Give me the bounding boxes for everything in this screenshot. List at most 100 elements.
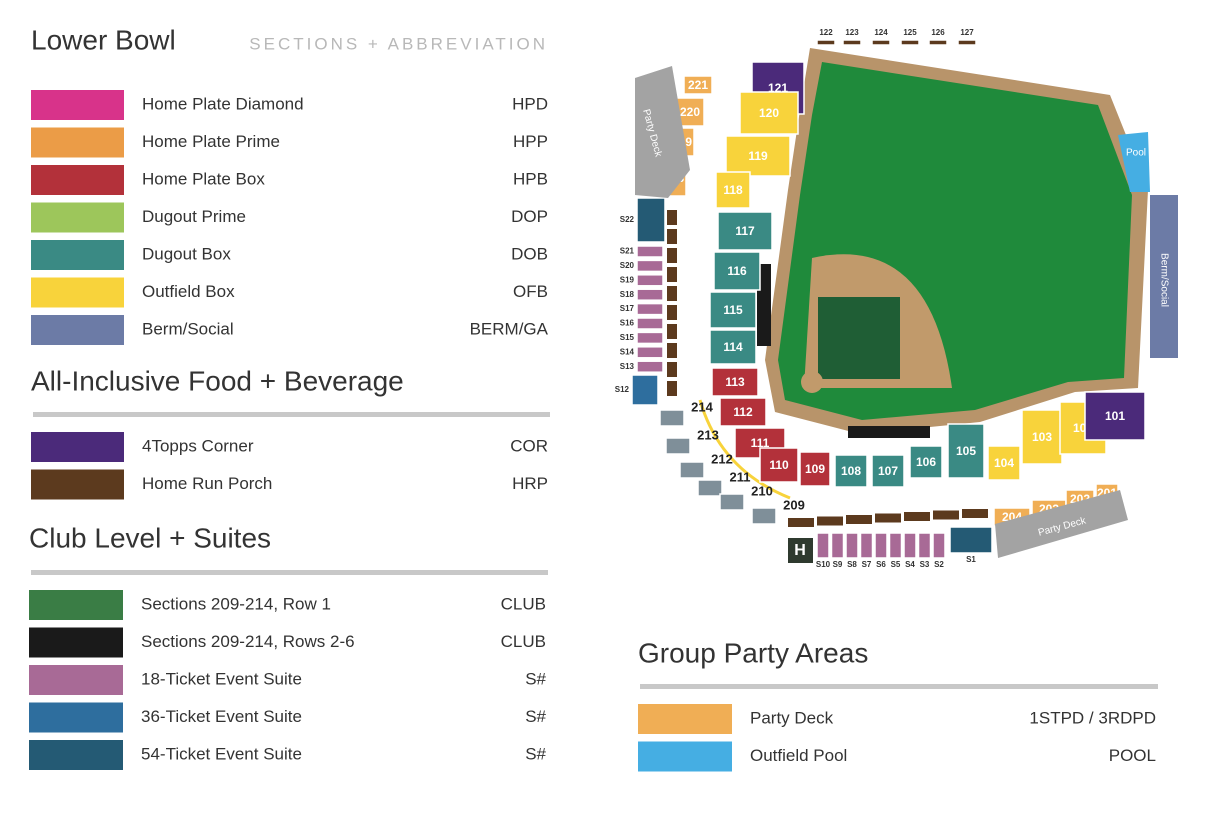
field [698, 48, 1148, 500]
swatch [31, 469, 124, 500]
item-label: 4Topps Corner [142, 436, 254, 455]
section-label: S18 [620, 290, 635, 299]
swatch [31, 127, 124, 158]
section [719, 493, 745, 511]
section-label: 110 [769, 458, 789, 472]
item-abbr: BERM/GA [470, 319, 549, 338]
item-label: Outfield Pool [750, 746, 847, 765]
section [932, 532, 946, 559]
section [709, 329, 757, 365]
section [636, 259, 664, 273]
section [1021, 409, 1063, 465]
section [874, 532, 888, 559]
section-label: S16 [620, 319, 635, 328]
swatch [31, 202, 124, 233]
section [636, 245, 664, 258]
section [739, 91, 799, 135]
area [635, 66, 690, 198]
section [871, 39, 891, 46]
porch [962, 509, 988, 518]
section-label: 109 [805, 462, 825, 476]
swatch [31, 277, 124, 308]
section [711, 367, 759, 397]
swatch [638, 704, 732, 734]
section [816, 39, 836, 46]
section-label: 105 [956, 444, 976, 458]
home-plate [801, 371, 823, 393]
item-label: 36-Ticket Event Suite [141, 707, 302, 726]
section [888, 532, 903, 559]
item-label: Berm/Social [142, 319, 234, 338]
item-label: Home Plate Prime [142, 132, 280, 151]
swatch [31, 315, 124, 345]
section-label: 220 [680, 105, 700, 119]
swatch [29, 627, 123, 658]
section-label: 122 [819, 28, 833, 37]
section-label: 108 [841, 464, 861, 478]
section-label: 118 [723, 183, 743, 197]
item-label: 18-Ticket Event Suite [141, 669, 302, 688]
item-label: Dugout Box [142, 244, 231, 263]
swatch [29, 740, 123, 770]
item-abbr: DOB [511, 244, 548, 263]
item-abbr: POOL [1109, 746, 1156, 765]
section-label: 221 [688, 78, 708, 92]
rule [33, 412, 550, 417]
swatch [29, 590, 123, 620]
group-subtitle: SECTIONS + ABBREVIATION [249, 34, 548, 53]
section [751, 507, 777, 525]
swatch [29, 702, 123, 733]
section-label: S4 [905, 560, 915, 569]
section-label: S13 [620, 362, 635, 371]
item-label: 54-Ticket Event Suite [141, 744, 302, 763]
section [636, 197, 666, 243]
section-label: 104 [994, 456, 1014, 470]
item-label: Party Deck [750, 708, 834, 727]
section-label: 212 [711, 451, 733, 466]
club-rail [698, 399, 791, 500]
area [1118, 132, 1150, 192]
section-label: S6 [876, 560, 886, 569]
porch [667, 229, 677, 244]
section [845, 532, 859, 559]
porch [667, 248, 677, 263]
porch [667, 324, 677, 339]
porch [667, 210, 677, 225]
section-label: S3 [920, 560, 930, 569]
section-label: S22 [620, 215, 635, 224]
swatch [31, 432, 124, 462]
section [719, 397, 767, 427]
section [636, 360, 664, 373]
area [788, 538, 813, 563]
section-label: S9 [833, 560, 843, 569]
section [665, 437, 691, 455]
porch [846, 515, 872, 524]
section [859, 532, 874, 559]
section [636, 317, 664, 330]
item-label: Sections 209-214, Row 1 [141, 594, 331, 613]
section [917, 532, 932, 559]
group-title: Club Level + Suites [29, 522, 271, 553]
section [949, 526, 993, 554]
item-abbr: S# [525, 669, 546, 688]
item-abbr: HRP [512, 474, 548, 493]
item-label: Sections 209-214, Rows 2-6 [141, 632, 355, 651]
section-label: 120 [759, 106, 779, 120]
section-label: 106 [916, 455, 936, 469]
group-title: Group Party Areas [638, 637, 868, 668]
area [995, 490, 1128, 558]
section [909, 445, 943, 479]
section-label: S14 [620, 347, 635, 356]
section-label: 213 [697, 427, 719, 442]
section [697, 479, 723, 497]
item-abbr: CLUB [501, 632, 546, 651]
item-abbr: CLUB [501, 594, 546, 613]
dugout [848, 426, 930, 438]
swatch [31, 90, 124, 120]
group-title: Lower Bowl [31, 24, 176, 55]
section-label: 119 [748, 149, 768, 163]
porch [904, 512, 930, 521]
swatch [31, 240, 124, 270]
swatch [29, 665, 123, 695]
